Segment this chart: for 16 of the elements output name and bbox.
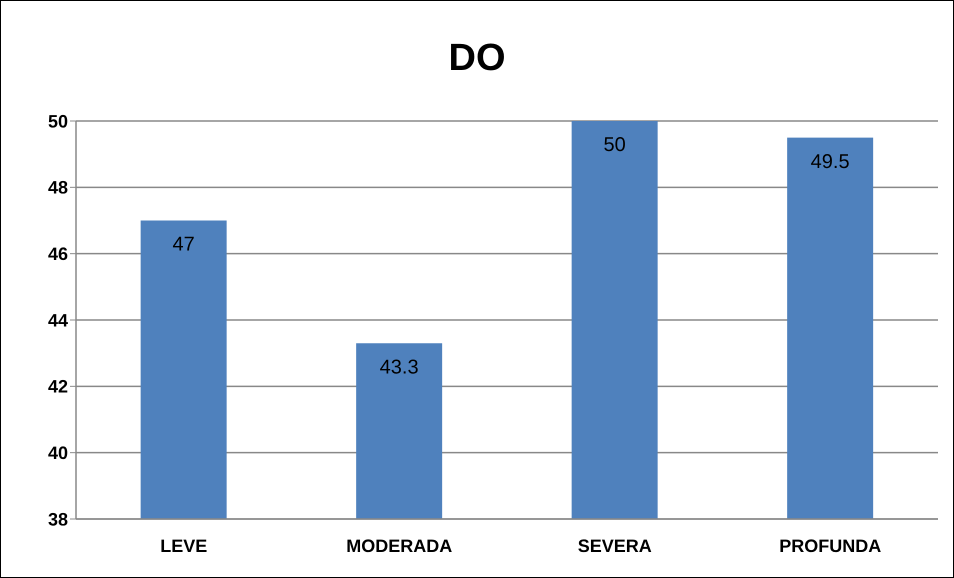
y-tick-label: 40 (48, 443, 68, 464)
y-tick-label: 42 (48, 376, 68, 397)
x-tick-label: LEVE (160, 536, 208, 556)
data-label: 43.3 (380, 356, 419, 378)
x-tick-label: MODERADA (346, 536, 452, 556)
chart-title: DO (448, 37, 506, 80)
x-tick-label: SEVERA (578, 536, 652, 556)
y-tick-label: 48 (48, 178, 68, 198)
data-label: 50 (604, 134, 626, 156)
y-tick-label: 50 (48, 111, 68, 132)
data-label: 47 (172, 234, 195, 256)
x-tick-label: PROFUNDA (779, 536, 882, 556)
data-label: 49.5 (810, 150, 850, 173)
y-tick-label: 46 (48, 244, 68, 264)
y-tick-label: 44 (48, 310, 68, 330)
y-tick-label: 38 (48, 509, 68, 530)
